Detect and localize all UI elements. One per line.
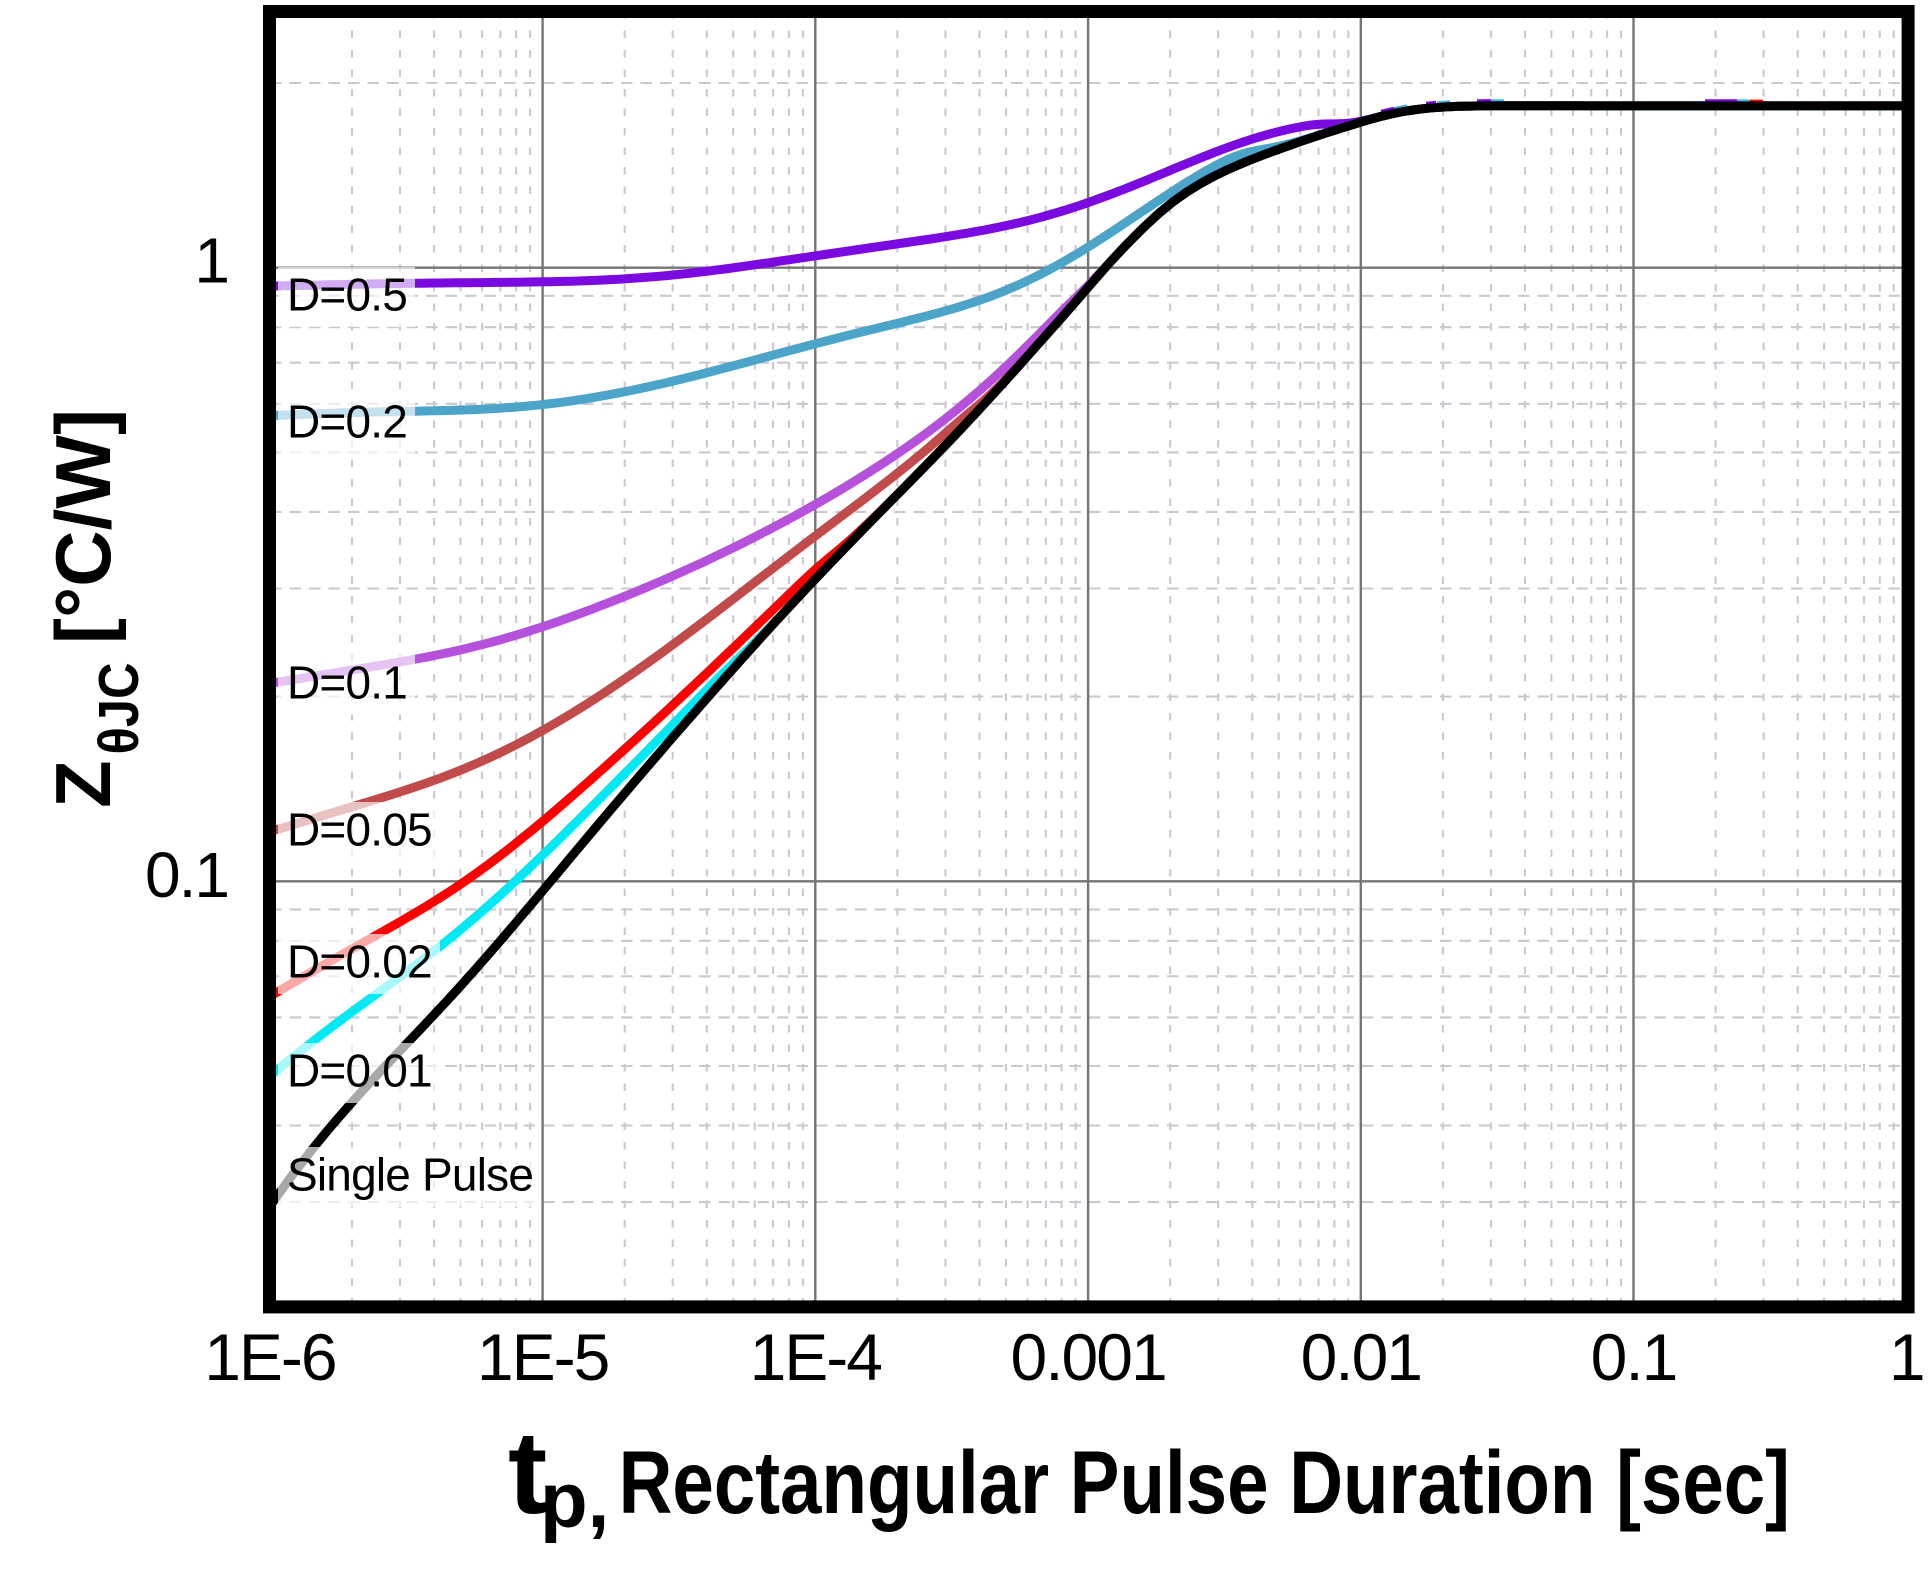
svg-text:Z: Z: [39, 760, 127, 808]
svg-text:1: 1: [194, 225, 228, 297]
svg-text:D=0.1: D=0.1: [287, 657, 407, 709]
svg-text:t: t: [508, 1407, 547, 1539]
svg-text:D=0.2: D=0.2: [287, 396, 407, 448]
svg-text:1E-4: 1E-4: [750, 1320, 882, 1394]
svg-text:0.001: 0.001: [1011, 1320, 1166, 1394]
svg-text:Rectangular Pulse Duration [se: Rectangular Pulse Duration [sec]: [619, 1432, 1790, 1532]
svg-text:1E-5: 1E-5: [477, 1320, 608, 1394]
svg-text:θJC: θJC: [87, 663, 151, 755]
svg-text:D=0.02: D=0.02: [287, 936, 432, 988]
svg-text:D=0.01: D=0.01: [287, 1045, 432, 1097]
svg-text:0.01: 0.01: [1301, 1320, 1421, 1394]
svg-text:1: 1: [1889, 1320, 1924, 1394]
svg-text:1E-6: 1E-6: [204, 1320, 335, 1394]
svg-text:Single Pulse: Single Pulse: [287, 1149, 533, 1201]
svg-text:0.1: 0.1: [145, 839, 228, 911]
svg-text:D=0.05: D=0.05: [287, 804, 432, 856]
svg-text:p,: p,: [540, 1456, 609, 1544]
svg-text:[°C/W]: [°C/W]: [39, 409, 127, 644]
svg-text:0.1: 0.1: [1591, 1320, 1677, 1394]
svg-text:D=0.5: D=0.5: [287, 269, 407, 321]
